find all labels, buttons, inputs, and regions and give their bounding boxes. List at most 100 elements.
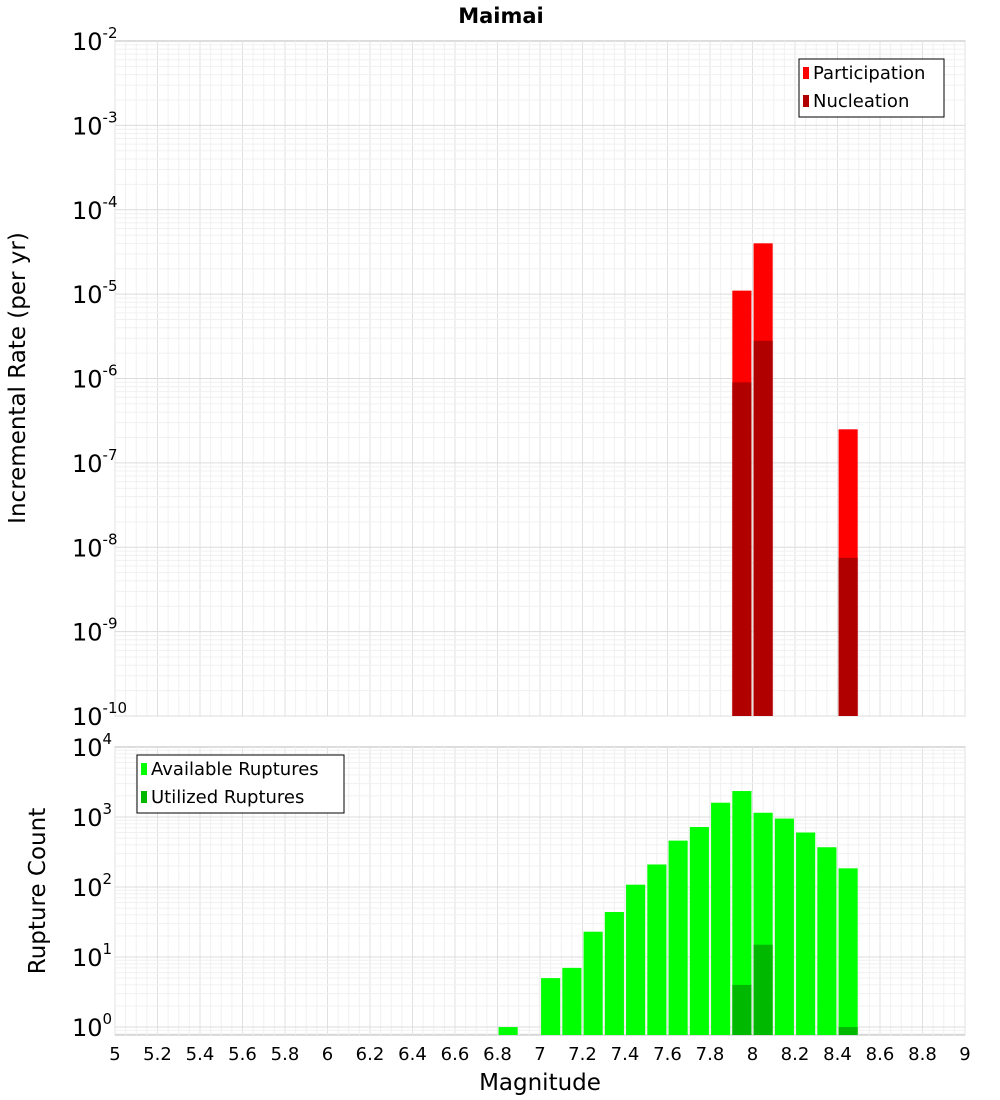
y-tick-base: 10 bbox=[72, 534, 103, 562]
y-tick-base: 10 bbox=[72, 804, 103, 832]
y-tick-base: 10 bbox=[72, 619, 103, 647]
x-tick-label: 8.8 bbox=[908, 1044, 937, 1065]
y-tick-base: 10 bbox=[72, 112, 103, 140]
rupture-bar-s1 bbox=[689, 827, 709, 1035]
y-tick-label: 10-6 bbox=[72, 362, 118, 394]
rupture-bar-s1 bbox=[817, 847, 837, 1035]
x-tick-label: 8 bbox=[747, 1044, 758, 1065]
legend-swatch bbox=[141, 791, 147, 803]
rupture-legend: Available Ruptures Utilized Ruptures bbox=[136, 754, 345, 814]
legend-label: Available Ruptures bbox=[151, 759, 319, 780]
legend-swatch bbox=[803, 95, 809, 107]
rupture-bar-s1 bbox=[647, 864, 667, 1035]
y-tick-exponent: -6 bbox=[103, 362, 118, 380]
x-tick-label: 8.2 bbox=[781, 1044, 810, 1065]
legend-label: Nucleation bbox=[813, 91, 909, 112]
legend-box bbox=[136, 754, 345, 814]
rupture-bar-s1 bbox=[541, 978, 561, 1035]
y-tick-label: 104 bbox=[72, 730, 112, 762]
x-tick-label: 7.2 bbox=[568, 1044, 597, 1065]
legend-swatch bbox=[141, 763, 147, 775]
legend-swatch bbox=[803, 67, 809, 79]
y-tick-base: 10 bbox=[72, 197, 103, 225]
x-tick-label: 7.8 bbox=[696, 1044, 725, 1065]
y-tick-label: 10-10 bbox=[72, 699, 127, 731]
rupture-bar-s1 bbox=[711, 802, 731, 1035]
x-tick-label: 5.6 bbox=[228, 1044, 257, 1065]
legend-box bbox=[798, 58, 945, 118]
x-axis-label: Magnitude bbox=[479, 1070, 601, 1096]
y-tick-exponent: -7 bbox=[103, 446, 118, 464]
y-tick-base: 10 bbox=[72, 944, 103, 972]
rupture-bar-s1 bbox=[774, 818, 794, 1035]
rupture-bar-s2 bbox=[732, 984, 752, 1035]
y-tick-label: 103 bbox=[72, 800, 112, 832]
y-tick-exponent: 0 bbox=[103, 1010, 113, 1028]
y-tick-base: 10 bbox=[72, 734, 103, 762]
x-tick-label: 5.4 bbox=[186, 1044, 215, 1065]
y-tick-label: 101 bbox=[72, 940, 112, 972]
y-tick-exponent: -10 bbox=[103, 699, 128, 717]
y-tick-base: 10 bbox=[72, 28, 103, 56]
rupture-bar-s1 bbox=[796, 832, 816, 1035]
chart-title: Maimai bbox=[458, 4, 544, 28]
x-tick-label: 6.6 bbox=[441, 1044, 470, 1065]
rupture-bar-s1 bbox=[626, 884, 646, 1035]
y-tick-base: 10 bbox=[72, 1014, 103, 1042]
y-tick-exponent: 1 bbox=[103, 940, 113, 958]
y-tick-label: 100 bbox=[72, 1010, 112, 1042]
y-tick-label: 10-7 bbox=[72, 446, 118, 478]
magnitude-x-ticks: 5 5.2 5.4 5.6 5.8 6 6.2 6.4 6.6 6.8 7 7.2 7.4 7.6 7.8 8… bbox=[109, 1044, 970, 1065]
y-tick-exponent: -4 bbox=[103, 193, 118, 211]
y-tick-exponent: -9 bbox=[103, 615, 118, 633]
x-tick-label: 7 bbox=[534, 1044, 545, 1065]
y-tick-base: 10 bbox=[72, 874, 103, 902]
y-tick-label: 10-4 bbox=[72, 193, 118, 225]
y-tick-base: 10 bbox=[72, 281, 103, 309]
y-tick-label: 10-3 bbox=[72, 108, 118, 140]
y-tick-label: 10-2 bbox=[72, 24, 118, 56]
y-tick-exponent: -2 bbox=[103, 24, 118, 42]
rate-bar-s2 bbox=[753, 340, 773, 716]
rupture-bar-s1 bbox=[583, 931, 603, 1035]
x-tick-label: 9 bbox=[959, 1044, 970, 1065]
x-tick-label: 7.4 bbox=[611, 1044, 640, 1065]
rate-bars bbox=[732, 243, 858, 717]
y-tick-label: 102 bbox=[72, 870, 112, 902]
rupture-bar-s1 bbox=[562, 967, 582, 1035]
x-tick-label: 7.6 bbox=[653, 1044, 682, 1065]
rate-bar-s2 bbox=[732, 382, 752, 716]
y-tick-exponent: 2 bbox=[103, 870, 113, 888]
y-tick-exponent: -5 bbox=[103, 277, 118, 295]
y-tick-base: 10 bbox=[72, 450, 103, 478]
x-tick-label: 6.4 bbox=[398, 1044, 427, 1065]
x-tick-label: 6.2 bbox=[356, 1044, 385, 1065]
x-tick-label: 5.2 bbox=[143, 1044, 172, 1065]
rupture-bar-s1 bbox=[498, 1027, 518, 1035]
rupture-y-axis-label: Rupture Count bbox=[25, 808, 51, 974]
rate-bar-s2 bbox=[838, 557, 858, 716]
y-tick-label: 10-5 bbox=[72, 277, 118, 309]
rupture-bars bbox=[498, 791, 858, 1035]
y-tick-base: 10 bbox=[72, 366, 103, 394]
x-tick-label: 8.4 bbox=[823, 1044, 852, 1065]
x-tick-label: 5.8 bbox=[271, 1044, 300, 1065]
rupture-bar-s1 bbox=[732, 791, 752, 1035]
rupture-bar-s2 bbox=[838, 1027, 858, 1035]
rate-legend: Participation Nucleation bbox=[798, 58, 945, 118]
rate-y-axis-label: Incremental Rate (per yr) bbox=[5, 232, 31, 524]
legend-label: Participation bbox=[813, 63, 925, 84]
rupture-bar-s2 bbox=[753, 944, 773, 1035]
x-tick-label: 6 bbox=[322, 1044, 333, 1065]
y-tick-base: 10 bbox=[72, 703, 103, 731]
x-tick-label: 6.8 bbox=[483, 1044, 512, 1065]
legend-label: Utilized Ruptures bbox=[151, 787, 304, 808]
x-tick-label: 5 bbox=[109, 1044, 120, 1065]
y-tick-exponent: -3 bbox=[103, 108, 118, 126]
rupture-bar-s1 bbox=[838, 868, 858, 1035]
y-tick-exponent: 3 bbox=[103, 800, 113, 818]
